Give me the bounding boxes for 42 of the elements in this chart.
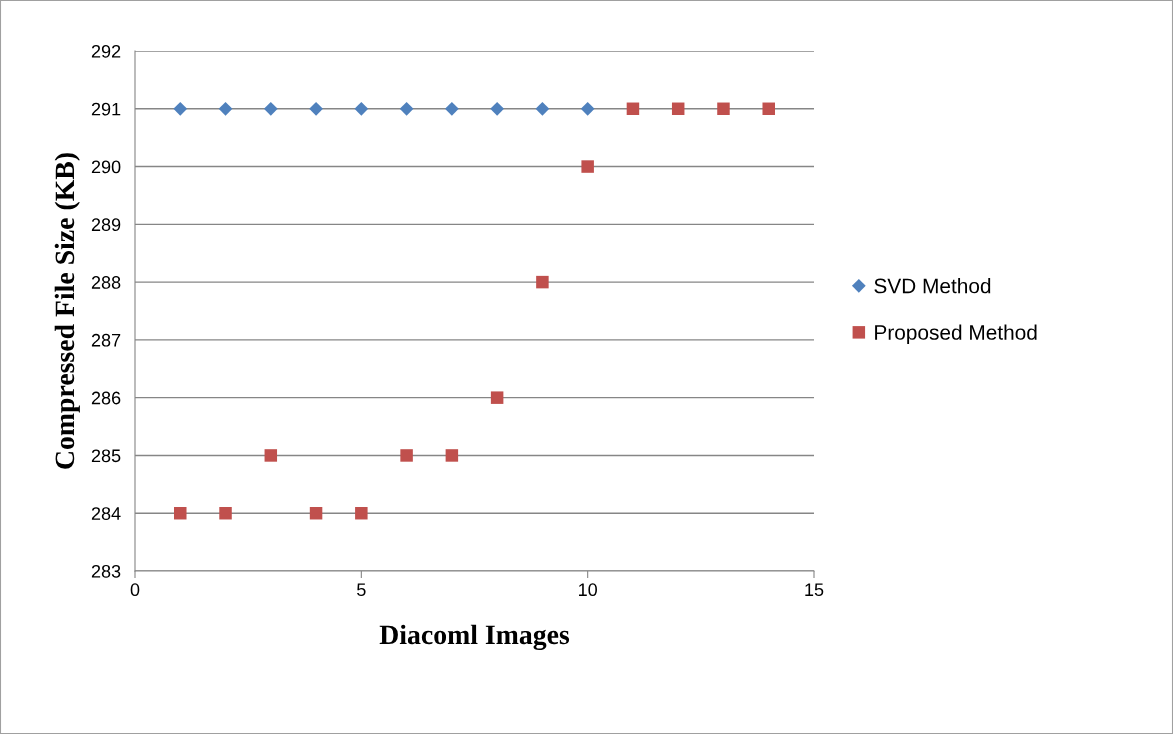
point xyxy=(219,506,232,520)
point xyxy=(535,101,550,116)
x-tick-label: 10 xyxy=(579,583,597,597)
y-tick-label: 286 xyxy=(91,391,121,405)
point xyxy=(355,506,368,520)
y-axis-title: Compressed File Size (KB) xyxy=(54,153,80,469)
y-tick-label: 283 xyxy=(91,564,121,578)
point xyxy=(490,101,505,116)
x-axis-title: Diacoml Images xyxy=(379,624,570,651)
y-tick-label: 290 xyxy=(91,160,121,174)
point xyxy=(263,101,278,116)
point xyxy=(309,506,323,520)
y-tick-label: 284 xyxy=(91,507,121,520)
x-tick-label: 0 xyxy=(130,583,140,597)
point xyxy=(400,449,413,462)
y-tick-label: 291 xyxy=(91,102,121,116)
point xyxy=(444,101,459,116)
point xyxy=(580,101,595,116)
point xyxy=(354,101,369,116)
y-tick-label: 285 xyxy=(91,449,121,463)
x-tick-label: 5 xyxy=(357,583,366,597)
point xyxy=(264,449,278,462)
point xyxy=(671,102,685,116)
point xyxy=(218,101,233,116)
point xyxy=(309,101,323,116)
point xyxy=(626,102,640,116)
point xyxy=(581,160,594,173)
y-tick-label: 289 xyxy=(91,218,121,232)
point xyxy=(174,506,187,520)
point xyxy=(762,102,775,116)
y-tick-label: 288 xyxy=(91,276,121,289)
legend-label: Proposed Method xyxy=(875,324,1037,344)
x-tick-label: 15 xyxy=(805,583,824,597)
point xyxy=(399,101,414,116)
point xyxy=(173,101,188,116)
point xyxy=(536,275,549,289)
y-tick-label: 287 xyxy=(91,333,121,347)
point xyxy=(717,102,730,116)
point xyxy=(445,449,459,462)
y-tick-label: 292 xyxy=(91,44,121,58)
point xyxy=(490,391,504,404)
legend-label: SVD Method xyxy=(874,278,991,294)
